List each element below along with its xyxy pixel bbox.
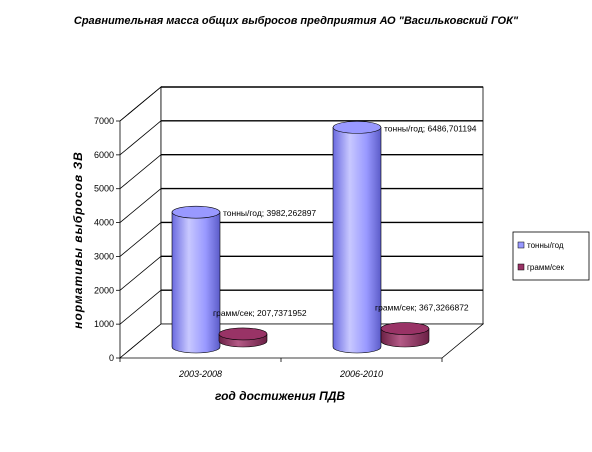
bar-top-tonnes [171,205,221,219]
legend: тонны/год грамм/сек [512,231,590,281]
bar-tonnes-per-year [171,211,221,354]
data-label: тонны/год; 3982,262897 [223,208,316,218]
y-axis-ticks: 0 1000 2000 3000 4000 5000 6000 7000 [94,116,120,363]
data-label: грамм/сек; 367,3266872 [375,303,469,313]
data-label: тонны/год; 6486,701194 [384,123,477,133]
legend-label-tonnes: тонны/год [527,241,564,250]
x-tick-label: 2003-2008 [178,369,222,379]
gridline-side [119,120,162,156]
bar-tonnes-per-year [332,127,382,354]
y-tick-label: 0 [109,353,114,363]
y-tick-label: 5000 [94,184,114,194]
y-tick-label: 3000 [94,251,114,261]
y-tick-label: 6000 [94,150,114,160]
legend-label-grams: грамм/сек [527,263,564,272]
data-labels: тонны/год; 3982,262897 грамм/сек; 207,737… [213,123,477,318]
gridline-side [119,86,162,122]
gridline-side [119,255,162,291]
gridline-side [119,222,162,257]
bar-top-tonnes [332,121,382,134]
bar-top-grams [380,322,430,335]
chart-title: Сравнительная масса общих выбросов предп… [74,15,519,27]
x-axis-title: год достижения ПДВ [215,389,345,403]
bar-top-grams [218,327,268,341]
bars [171,121,430,354]
y-tick-label: 7000 [94,116,114,126]
y-tick-label: 4000 [94,218,114,228]
y-axis-title: нормативы выбросов ЗВ [71,151,85,329]
y-tick-label: 1000 [94,319,114,329]
data-label: грамм/сек; 207,7371952 [213,308,307,318]
legend-box [512,231,590,281]
gridline-side [119,154,162,190]
gridline-side [119,289,162,325]
x-axis-ticks: 2003-2008 2006-2010 [119,358,443,379]
legend-swatch-tonnes [517,241,525,249]
gridline-side [119,188,162,223]
x-tick-label: 2006-2010 [339,369,383,379]
legend-swatch-grams [517,263,525,271]
y-tick-label: 2000 [94,285,114,295]
left-wall [119,86,162,359]
